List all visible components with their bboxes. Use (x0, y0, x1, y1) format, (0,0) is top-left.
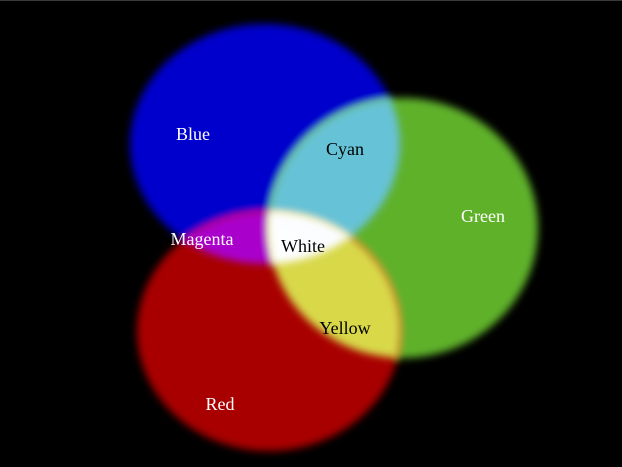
label-red: Red (205, 394, 235, 414)
label-white: White (281, 236, 325, 256)
label-green: Green (461, 206, 505, 226)
label-cyan: Cyan (326, 139, 364, 159)
label-yellow: Yellow (319, 318, 371, 338)
label-blue: Blue (176, 124, 210, 144)
label-magenta: Magenta (170, 229, 234, 249)
